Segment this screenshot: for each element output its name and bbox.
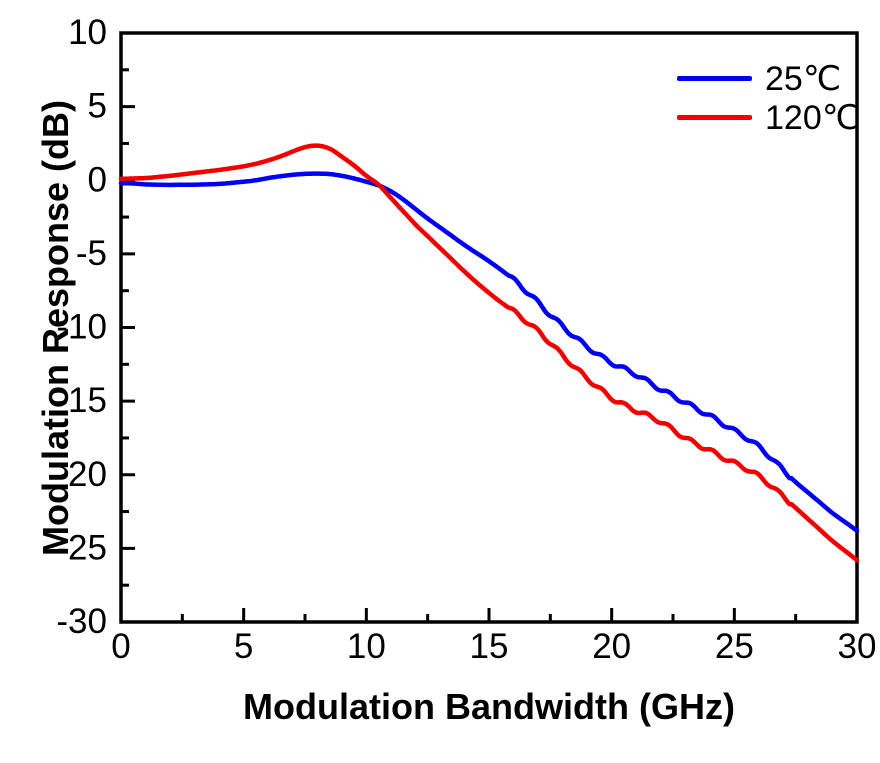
x-tick-label: 0 xyxy=(111,627,130,666)
x-tick-label: 10 xyxy=(347,627,386,666)
x-tick-label: 25 xyxy=(715,627,754,666)
y-tick-label: 0 xyxy=(88,160,107,199)
x-tick-label: 20 xyxy=(592,627,631,666)
curve-120c xyxy=(118,143,860,563)
y-axis-title: Modulation Response (dB) xyxy=(35,100,76,556)
x-tick-label: 5 xyxy=(234,627,253,666)
legend-line-120c-icon xyxy=(677,115,752,120)
x-tick-label: 15 xyxy=(470,627,509,666)
legend-item-25c: 25℃ xyxy=(677,59,860,98)
y-tick-label: 5 xyxy=(88,87,107,126)
y-tick-label: -10 xyxy=(56,308,107,347)
x-axis-title: Modulation Bandwidth (GHz) xyxy=(243,686,735,727)
legend-label-25c: 25℃ xyxy=(765,59,842,98)
y-tick-label: -15 xyxy=(56,381,107,420)
y-tick-label: -30 xyxy=(56,602,107,641)
legend: 25℃ 120℃ xyxy=(677,59,860,137)
y-tick-label: -25 xyxy=(56,528,107,567)
plot-frame xyxy=(119,31,859,624)
legend-line-25c-icon xyxy=(677,76,752,81)
legend-item-120c: 120℃ xyxy=(677,98,860,137)
curve-25c xyxy=(118,171,860,533)
y-tick-label: -20 xyxy=(56,455,107,494)
y-tick-label: -5 xyxy=(76,234,107,273)
legend-label-120c: 120℃ xyxy=(765,98,860,137)
y-tick-label: 10 xyxy=(68,13,107,52)
x-tick-label: 30 xyxy=(838,627,877,666)
